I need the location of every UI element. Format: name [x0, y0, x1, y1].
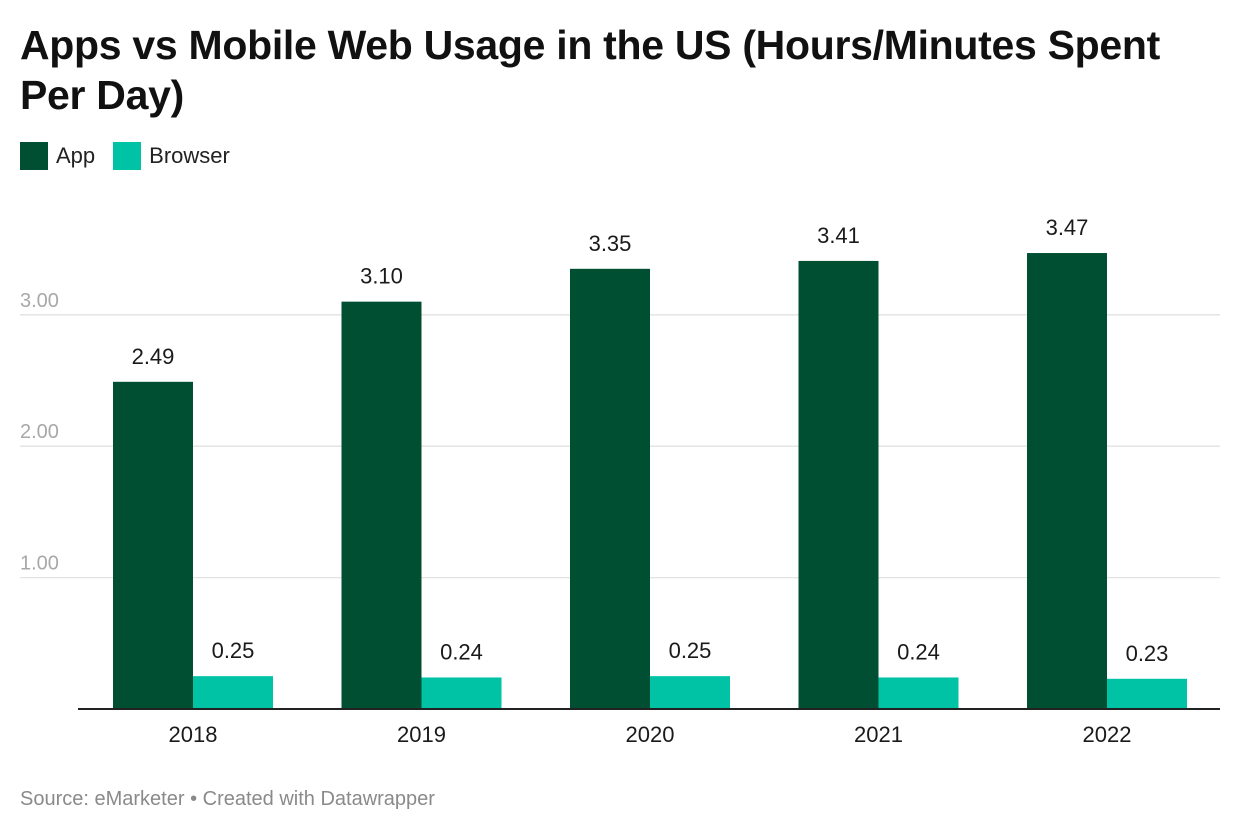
bar-app-2019	[341, 301, 422, 709]
chart-title: Apps vs Mobile Web Usage in the US (Hour…	[20, 22, 1160, 118]
bar-browser-2018	[193, 676, 273, 709]
data-label-app-2021: 3.41	[817, 223, 860, 248]
data-label-app-2020: 3.35	[589, 231, 632, 256]
y-tick-label: 3.00	[20, 290, 59, 312]
legend-item-browser: Browser	[113, 142, 230, 170]
data-label-browser-2021: 0.24	[897, 639, 940, 664]
x-tick-label: 2018	[169, 722, 218, 747]
data-label-app-2019: 3.10	[360, 264, 403, 289]
bar-browser-2021	[878, 677, 959, 709]
legend-swatch-app	[20, 142, 48, 170]
x-tick-label: 2021	[854, 722, 903, 747]
bar-app-2020	[570, 268, 650, 709]
bar-app-2018	[113, 381, 193, 709]
data-label-app-2018: 2.49	[132, 344, 175, 369]
bar-browser-2019	[421, 677, 502, 709]
bar-app-2021	[798, 260, 879, 709]
legend-label-browser: Browser	[149, 143, 230, 168]
chart-source: Source: eMarketer • Created with Datawra…	[20, 788, 435, 810]
legend-label-app: App	[56, 143, 96, 168]
y-tick-label: 2.00	[20, 421, 59, 443]
data-label-app-2022: 3.47	[1046, 215, 1089, 240]
data-label-browser-2019: 0.24	[440, 639, 483, 664]
x-tick-label: 2022	[1083, 722, 1132, 747]
y-tick-label: 1.00	[20, 553, 59, 575]
legend: App Browser	[20, 141, 248, 171]
legend-item-app: App	[20, 142, 95, 170]
bar-browser-2020	[650, 676, 730, 709]
legend-swatch-browser	[113, 142, 142, 170]
bar-app-2022	[1027, 253, 1107, 710]
x-tick-label: 2020	[626, 722, 675, 747]
x-tick-label: 2019	[397, 722, 446, 747]
bar-browser-2022	[1107, 678, 1187, 709]
data-label-browser-2018: 0.25	[212, 638, 255, 663]
data-label-browser-2022: 0.23	[1126, 641, 1169, 666]
data-label-browser-2020: 0.25	[669, 638, 712, 663]
